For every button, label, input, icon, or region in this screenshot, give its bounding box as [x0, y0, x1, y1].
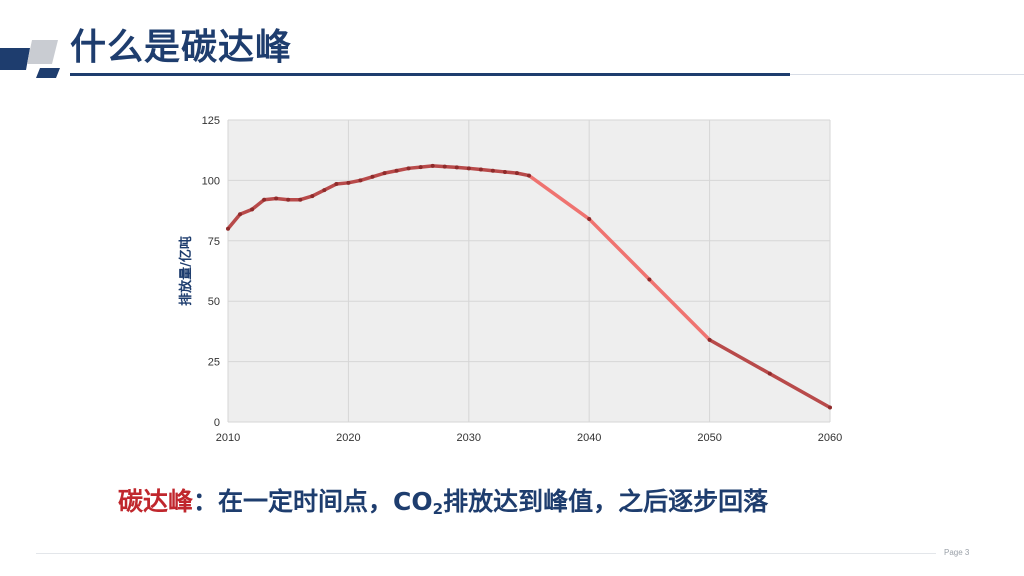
series-segment [274, 196, 290, 202]
series-segment [238, 207, 254, 216]
y-tick-label: 100 [202, 175, 220, 187]
data-point [238, 212, 243, 217]
x-tick-label: 2030 [457, 432, 481, 444]
data-point [454, 165, 459, 170]
series-segment [527, 173, 591, 221]
data-point [514, 171, 519, 176]
y-axis-label: 排放量/亿吨 [178, 236, 194, 306]
data-point [262, 197, 267, 202]
series-segment [250, 197, 266, 212]
grid-lines [227, 119, 831, 423]
y-tick-labels: 0 25 50 75 100 125 [202, 115, 220, 429]
data-point [310, 194, 315, 199]
data-point [274, 196, 279, 201]
series-segment [394, 166, 411, 173]
series-segment [491, 168, 507, 174]
data-point [647, 277, 652, 282]
data-point [382, 171, 387, 176]
data-point [418, 165, 423, 170]
page-number: Page 3 [944, 548, 970, 557]
series-segment [262, 196, 278, 202]
series-segment [503, 170, 519, 175]
title-underline-light [790, 74, 1024, 75]
data-point [286, 197, 291, 202]
x-tick-label: 2050 [697, 432, 721, 444]
series-points [226, 163, 832, 410]
data-point [478, 167, 483, 172]
series-segment [515, 171, 531, 178]
data-point [502, 169, 507, 174]
emission-line-chart: 0 25 50 75 100 125 2010 2020 2030 2040 2050 2060 排… [178, 115, 842, 444]
data-point [334, 182, 339, 187]
data-point [828, 405, 832, 410]
plot-background [228, 120, 830, 422]
data-point [226, 226, 230, 231]
data-point [767, 371, 772, 376]
x-tick-labels: 2010 2020 2030 2040 2050 2060 [216, 432, 842, 444]
series-segment [479, 167, 495, 173]
series-segment [298, 194, 315, 202]
data-point [587, 217, 592, 222]
series-segment [346, 178, 363, 185]
data-point [298, 197, 303, 202]
y-tick-label: 75 [208, 236, 220, 248]
data-point [370, 174, 375, 179]
series-segment [322, 182, 339, 192]
series-segment [647, 277, 712, 342]
caption-subscript: 2 [432, 500, 444, 518]
corner-decoration [0, 40, 60, 78]
data-point [406, 166, 411, 171]
footer-line [36, 553, 936, 554]
page-title: 什么是碳达峰 [70, 27, 293, 68]
caption-colon: ： [193, 487, 219, 516]
data-point [442, 164, 447, 169]
x-tick-label: 2020 [336, 432, 360, 444]
title-underline [70, 73, 790, 76]
x-tick-label: 2040 [577, 432, 601, 444]
caption-text-before: 在一定时间点，CO [218, 487, 433, 516]
y-tick-label: 125 [202, 115, 220, 127]
series-segment [455, 165, 471, 171]
series-segment [310, 188, 327, 198]
caption-term: 碳达峰 [118, 487, 194, 516]
x-tick-label: 2060 [818, 432, 842, 444]
series-segment [418, 164, 435, 169]
series-segment [358, 175, 375, 183]
data-point [250, 207, 255, 212]
series-segment [226, 212, 242, 231]
data-point [394, 168, 399, 173]
series-segment [442, 164, 459, 170]
series-segment [370, 171, 387, 179]
data-point [322, 188, 327, 193]
series-segment [382, 168, 399, 175]
y-tick-label: 0 [214, 417, 220, 429]
data-point [490, 168, 495, 173]
data-point [466, 166, 471, 171]
series-segment [587, 217, 652, 282]
data-point [358, 178, 363, 183]
caption-text-after: 排放达到峰值，之后逐步回落 [443, 487, 769, 516]
series-lines [226, 164, 832, 410]
series-segment [768, 371, 832, 410]
data-point [346, 180, 351, 185]
series-segment [430, 164, 447, 169]
series-segment [406, 165, 423, 171]
data-point [707, 337, 712, 342]
x-tick-label: 2010 [216, 432, 240, 444]
series-segment [707, 338, 772, 376]
y-tick-label: 25 [208, 357, 220, 369]
y-tick-label: 50 [208, 296, 220, 308]
caption: 碳达峰：在一定时间点，CO2排放达到峰值，之后逐步回落 [118, 482, 768, 518]
series-segment [467, 166, 483, 172]
data-point [527, 173, 531, 178]
data-point [430, 163, 435, 168]
series-segment [334, 181, 351, 186]
